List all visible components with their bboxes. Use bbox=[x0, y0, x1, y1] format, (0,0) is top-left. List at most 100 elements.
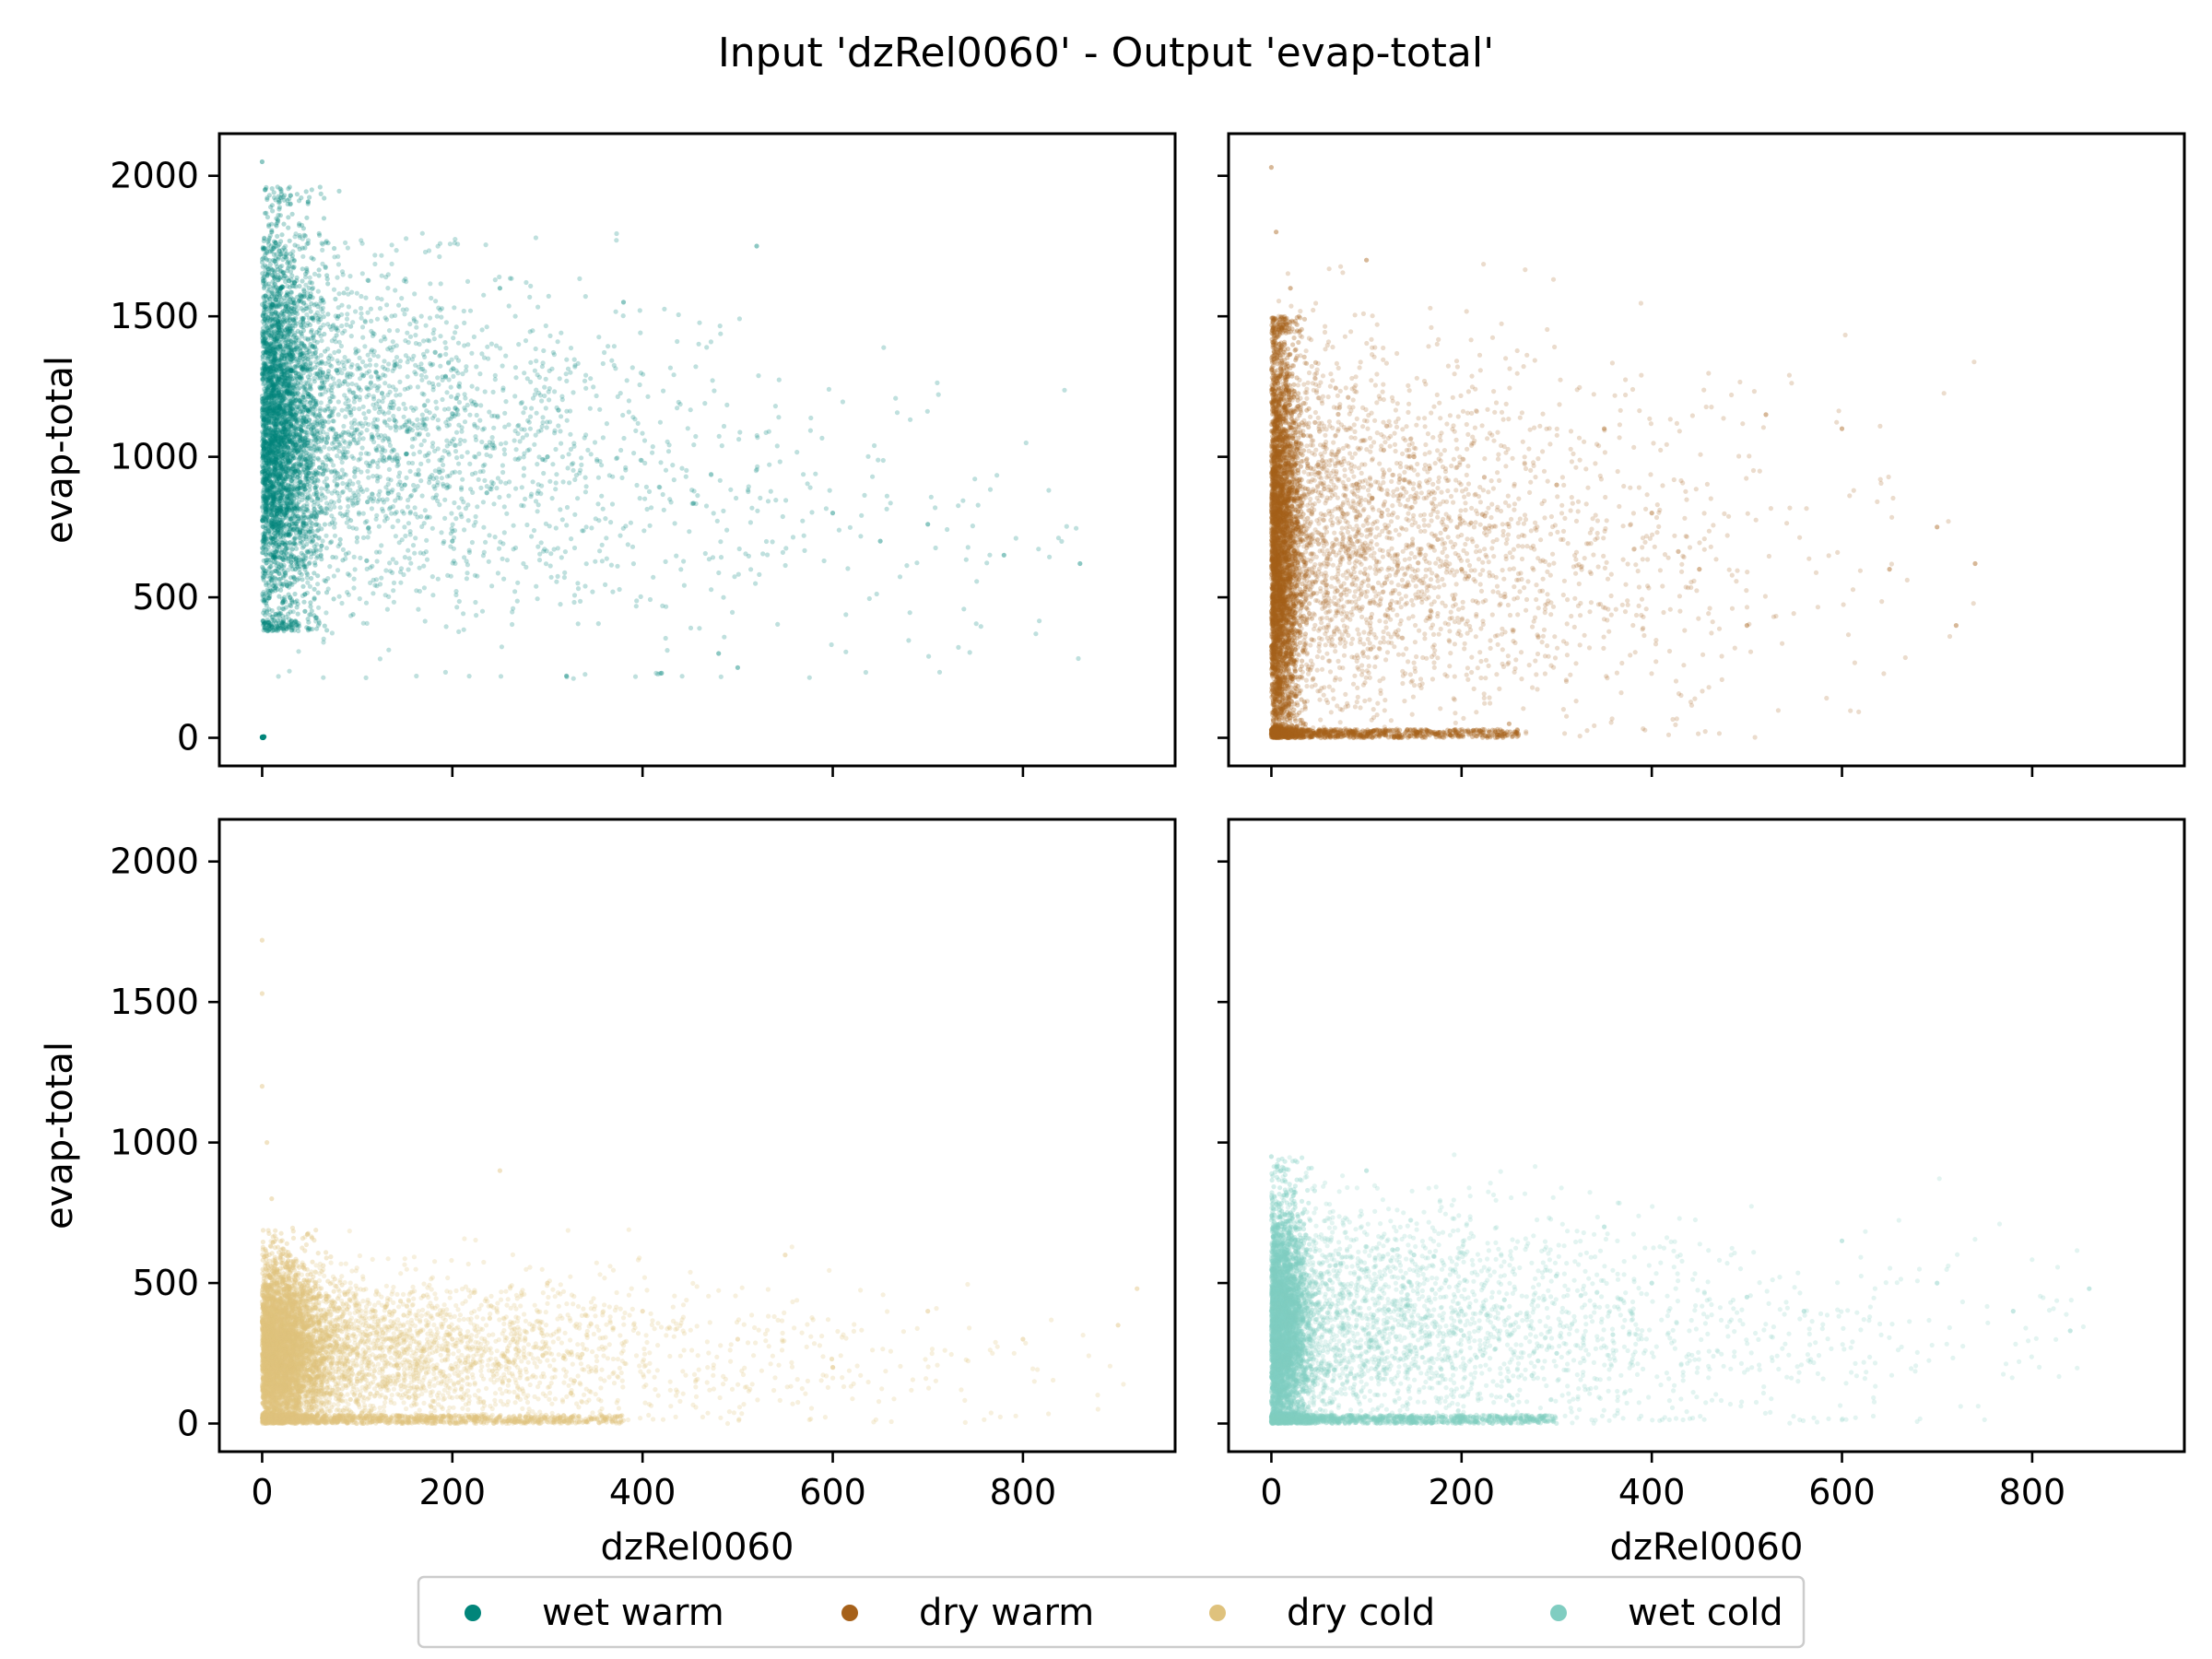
data-point bbox=[281, 221, 287, 227]
data-point bbox=[332, 406, 337, 411]
data-point bbox=[515, 456, 521, 463]
data-point bbox=[321, 429, 326, 435]
data-point bbox=[289, 376, 295, 382]
data-point bbox=[484, 324, 489, 330]
data-point bbox=[430, 593, 436, 598]
data-point bbox=[377, 549, 382, 555]
data-point bbox=[306, 465, 312, 470]
data-point bbox=[335, 412, 341, 418]
data-point bbox=[266, 223, 272, 229]
data-point bbox=[823, 506, 830, 512]
data-point bbox=[265, 330, 270, 335]
data-point bbox=[261, 401, 266, 406]
data-point bbox=[521, 465, 527, 471]
data-point bbox=[554, 579, 559, 584]
data-point bbox=[618, 533, 623, 538]
data-point bbox=[292, 356, 298, 361]
data-point bbox=[396, 474, 402, 479]
data-point bbox=[282, 337, 288, 343]
data-point bbox=[271, 274, 277, 279]
data-point bbox=[292, 426, 298, 431]
data-point bbox=[276, 481, 282, 487]
data-point bbox=[312, 586, 317, 592]
data-point bbox=[275, 543, 280, 548]
data-point bbox=[553, 487, 559, 492]
data-point bbox=[280, 438, 286, 443]
data-point bbox=[307, 275, 312, 280]
data-point bbox=[288, 193, 293, 198]
data-point bbox=[369, 374, 374, 380]
data-point bbox=[314, 310, 320, 315]
data-point bbox=[270, 554, 276, 560]
data-point bbox=[600, 506, 606, 512]
data-point bbox=[276, 474, 281, 479]
data-point bbox=[264, 569, 269, 574]
data-point bbox=[279, 449, 285, 454]
data-point bbox=[599, 493, 605, 499]
data-point bbox=[266, 620, 272, 626]
data-point bbox=[602, 349, 607, 356]
data-point bbox=[473, 513, 478, 520]
data-point bbox=[564, 357, 570, 362]
data-point bbox=[291, 518, 297, 524]
data-point bbox=[341, 438, 347, 443]
data-point bbox=[681, 582, 688, 588]
data-point bbox=[279, 320, 285, 325]
data-point bbox=[354, 539, 359, 545]
data-point bbox=[276, 323, 282, 328]
data-point bbox=[264, 603, 269, 608]
data-point bbox=[346, 291, 351, 297]
data-point bbox=[661, 388, 666, 394]
data-point bbox=[308, 529, 313, 535]
data-point bbox=[276, 329, 283, 335]
data-point bbox=[289, 582, 295, 587]
data-point bbox=[265, 381, 271, 386]
data-point bbox=[430, 441, 436, 446]
data-point bbox=[279, 382, 285, 387]
data-point bbox=[466, 547, 472, 553]
data-point bbox=[672, 521, 677, 526]
data-point bbox=[271, 252, 276, 257]
data-point bbox=[277, 213, 283, 218]
data-point bbox=[644, 506, 650, 512]
data-point bbox=[262, 597, 267, 603]
data-point bbox=[308, 394, 313, 399]
data-point bbox=[281, 437, 287, 442]
data-point bbox=[359, 429, 364, 436]
data-point bbox=[300, 278, 305, 284]
data-point bbox=[377, 306, 383, 312]
data-point bbox=[313, 548, 319, 554]
data-point bbox=[717, 324, 723, 329]
data-point bbox=[376, 398, 382, 404]
data-point bbox=[415, 384, 420, 390]
data-point bbox=[538, 540, 544, 546]
data-point bbox=[271, 618, 276, 623]
data-point bbox=[265, 385, 270, 391]
data-point bbox=[452, 241, 457, 246]
data-point bbox=[807, 485, 813, 490]
data-point bbox=[312, 375, 317, 382]
data-point bbox=[308, 382, 313, 387]
data-point bbox=[297, 493, 302, 500]
data-point bbox=[456, 629, 462, 635]
data-point bbox=[386, 417, 392, 422]
data-point bbox=[276, 200, 281, 206]
data-point bbox=[276, 414, 281, 419]
data-point bbox=[318, 547, 324, 553]
data-point bbox=[283, 252, 288, 257]
data-point bbox=[533, 432, 538, 438]
data-point bbox=[881, 345, 887, 350]
data-point bbox=[332, 521, 337, 526]
data-point bbox=[268, 437, 274, 442]
data-point bbox=[280, 540, 286, 547]
data-point bbox=[401, 571, 406, 578]
data-point bbox=[274, 460, 279, 466]
data-point bbox=[324, 506, 329, 512]
data-point bbox=[315, 573, 321, 579]
data-point bbox=[318, 191, 324, 196]
data-point bbox=[494, 486, 500, 491]
data-point bbox=[467, 461, 473, 466]
data-point bbox=[363, 363, 369, 369]
data-point bbox=[568, 346, 574, 351]
data-point bbox=[288, 376, 293, 382]
